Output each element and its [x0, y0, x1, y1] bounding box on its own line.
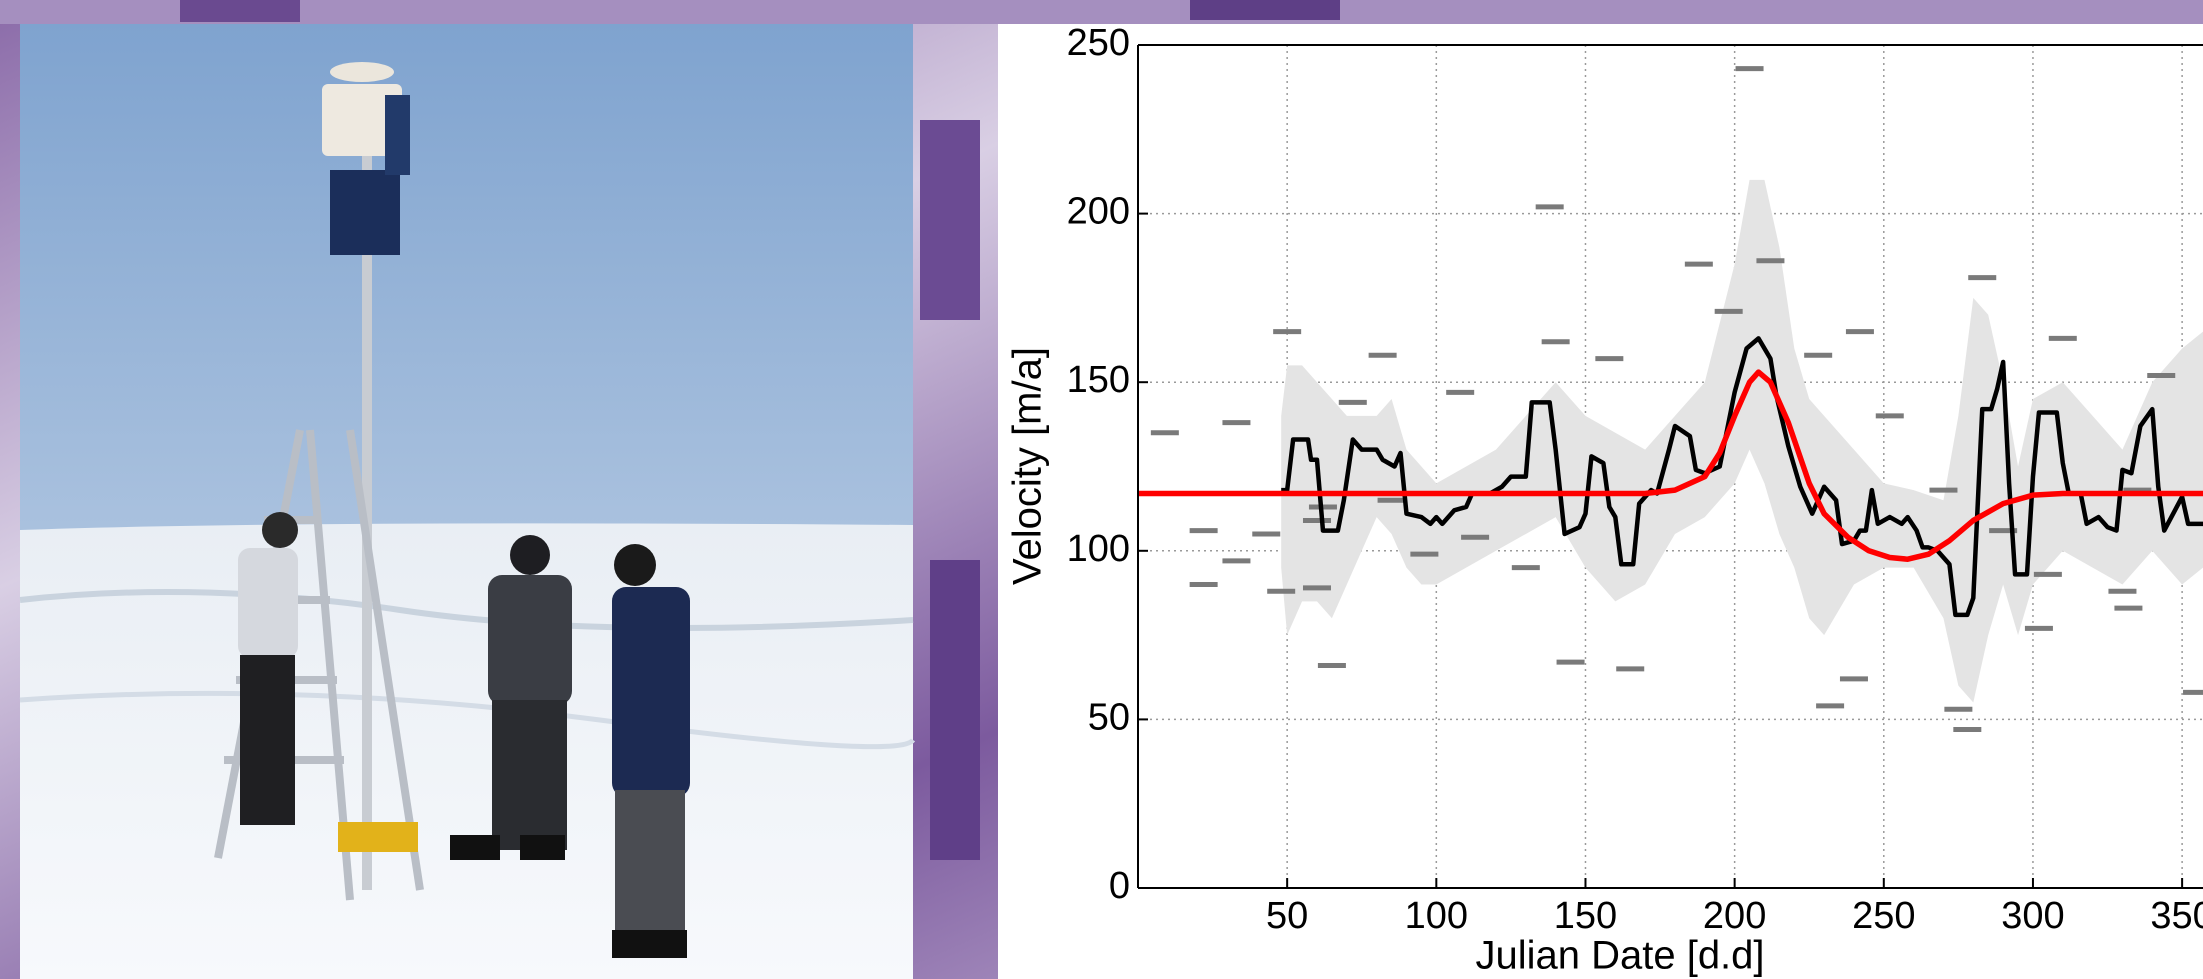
background-patch [930, 560, 980, 860]
background-patch [920, 120, 980, 320]
solar-panel [330, 170, 400, 255]
x-tick-label: 50 [1266, 895, 1308, 937]
page: {"chart_data": { "type": "line", "xlabel… [0, 0, 2203, 979]
person [238, 512, 298, 825]
y-tick-label: 200 [1067, 191, 1130, 233]
y-tick-label: 50 [1088, 696, 1130, 738]
x-tick-label: 250 [1852, 895, 1915, 937]
antenna [330, 62, 394, 82]
x-tick-label: 300 [2001, 895, 2064, 937]
x-tick-label: 200 [1703, 895, 1766, 937]
x-tick-label: 350 [2150, 895, 2203, 937]
solar-panel [385, 95, 410, 175]
slide: Velocity [m/a] Julian Date [d.d] 0 50 100 1… [0, 0, 2203, 979]
y-tick-label: 250 [1067, 22, 1130, 64]
person [612, 544, 690, 958]
y-tick-label: 150 [1067, 359, 1130, 401]
photo [20, 24, 913, 979]
y-tick-label: 100 [1067, 528, 1130, 570]
x-tick-label: 100 [1405, 895, 1468, 937]
y-axis-label: Velocity [m/a] [1006, 347, 1050, 585]
background-band [0, 0, 2203, 24]
x-axis-label: Julian Date [d.d] [1475, 934, 1764, 978]
background-patch [1190, 0, 1340, 20]
x-tick-label: 150 [1554, 895, 1617, 937]
y-tick-label: 0 [1109, 865, 1130, 907]
background-patch [180, 0, 300, 22]
case [338, 822, 418, 852]
